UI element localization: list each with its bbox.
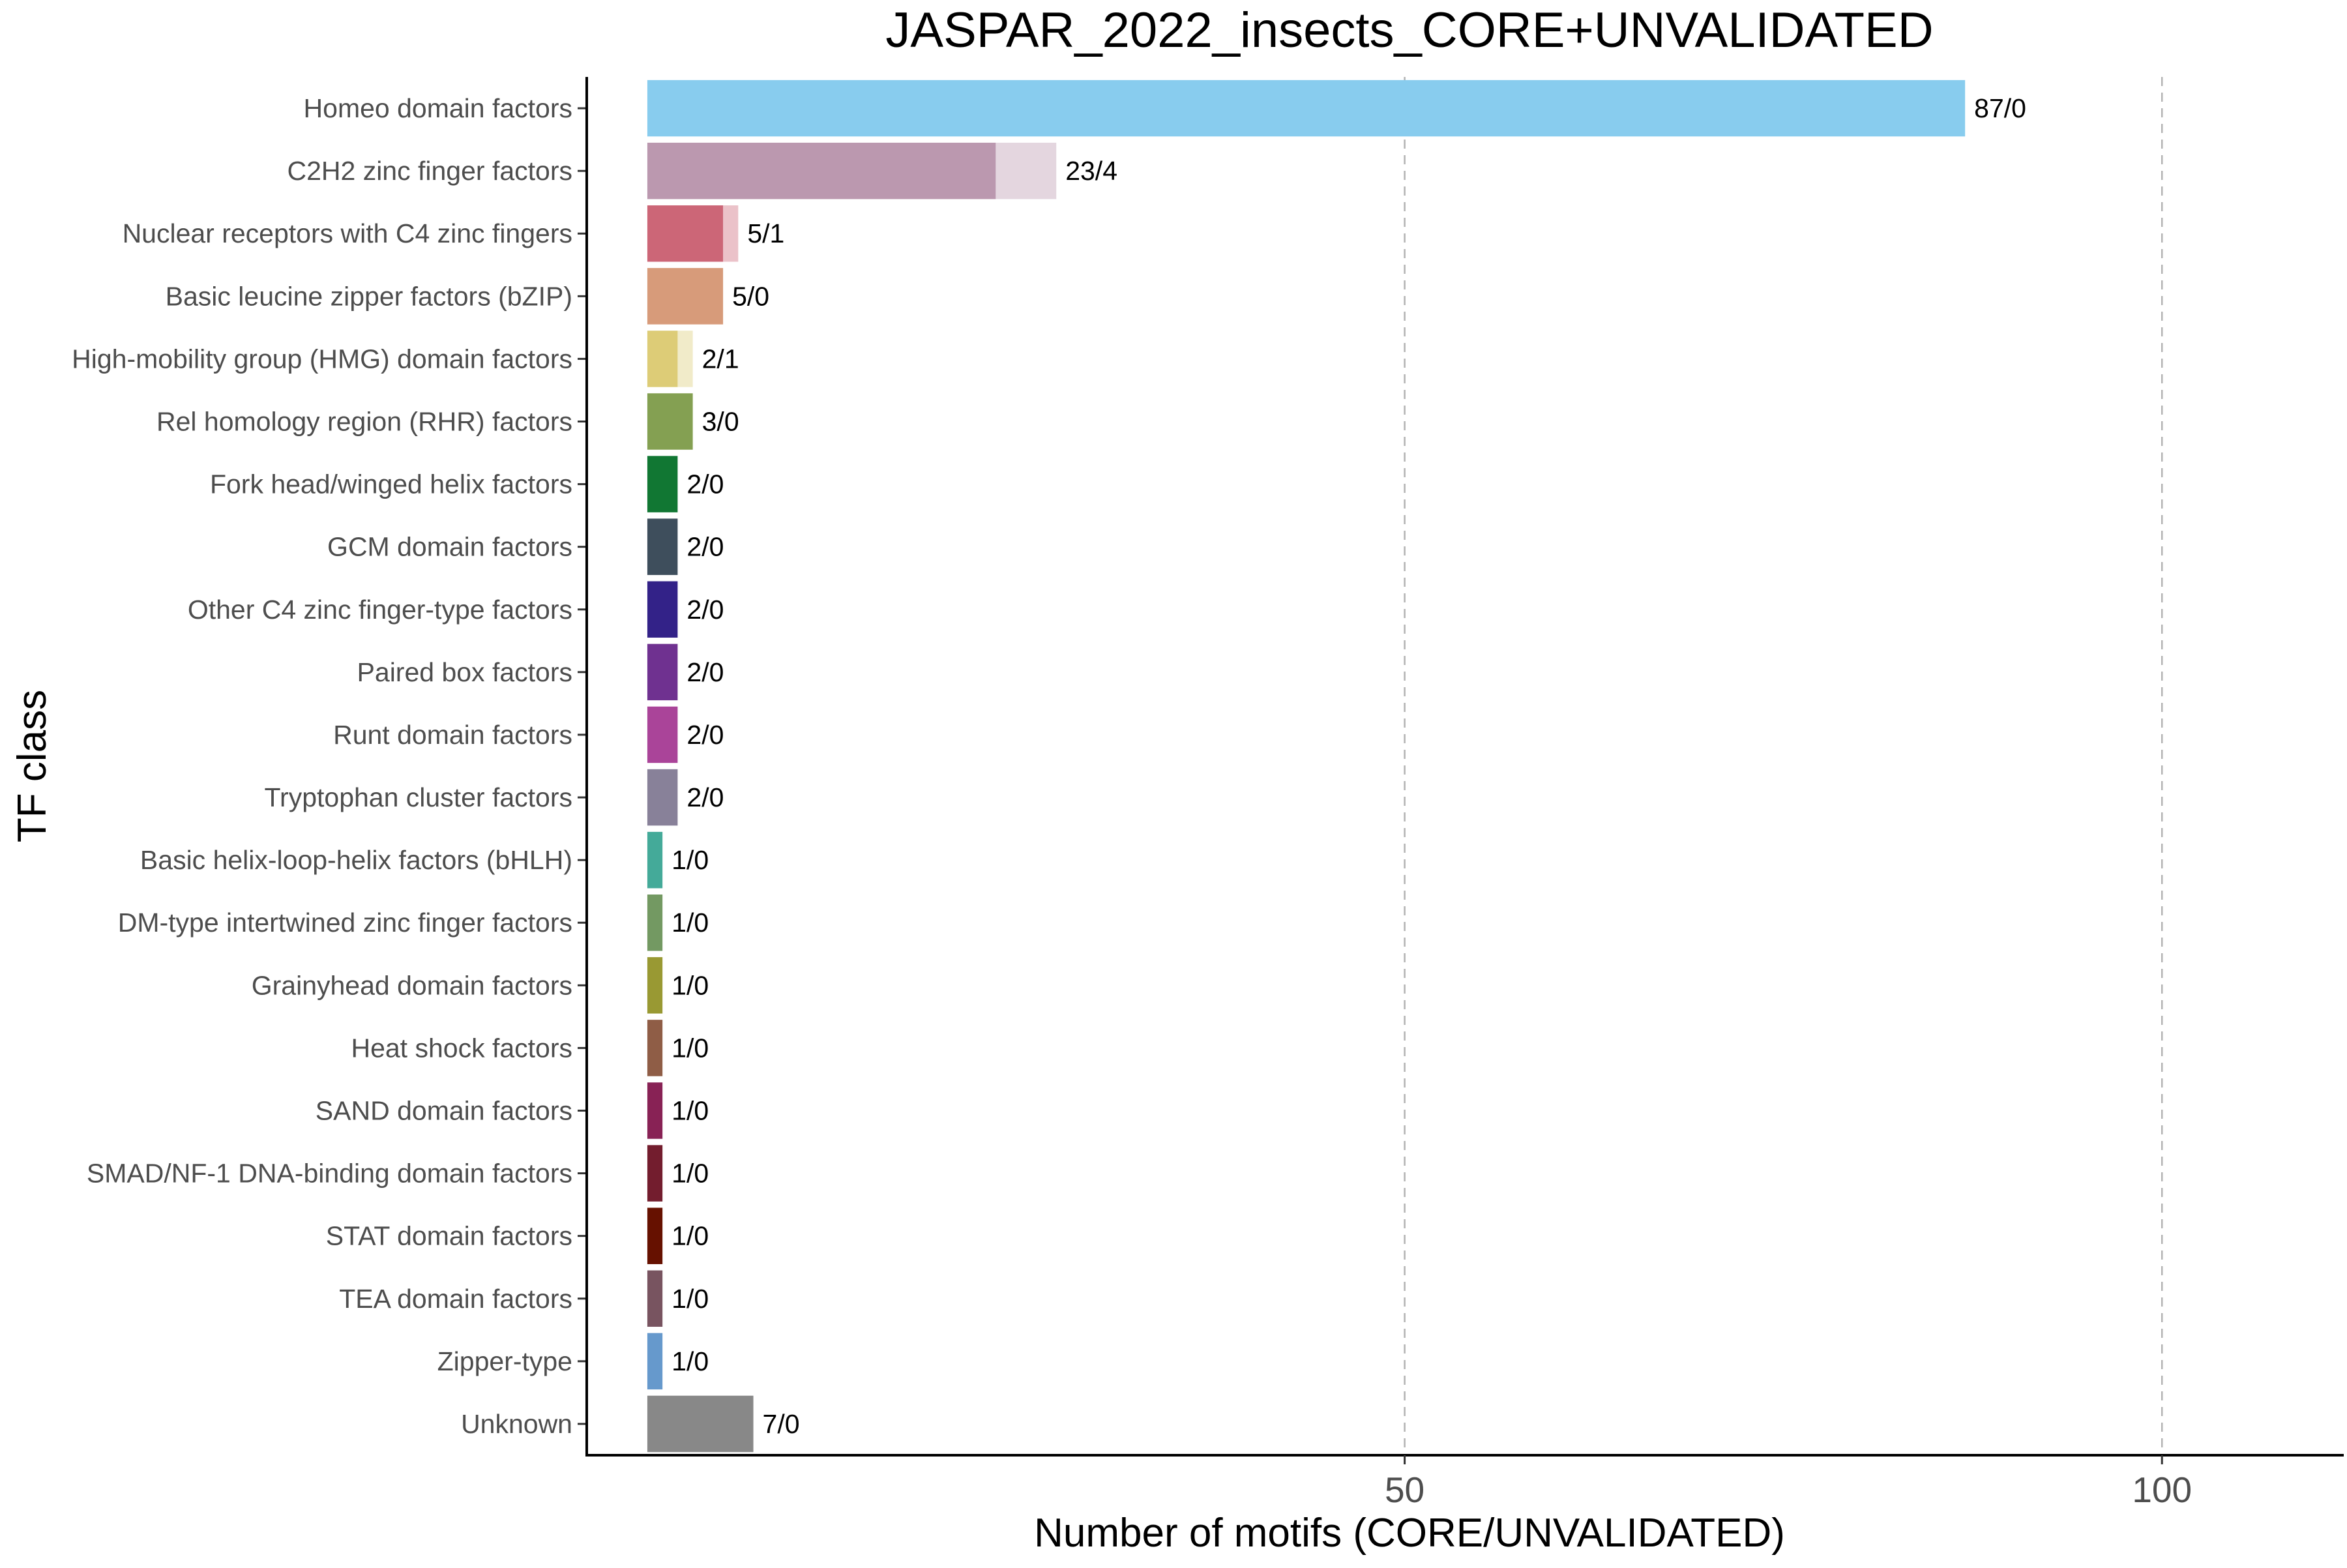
bar-core xyxy=(647,1333,663,1390)
bar-value-label: 1/0 xyxy=(672,1221,709,1251)
category-label: Fork head/winged helix factors xyxy=(210,469,572,499)
bar-value-label: 2/1 xyxy=(702,344,739,374)
bar-value-label: 1/0 xyxy=(672,1346,709,1376)
category-label: C2H2 zinc finger factors xyxy=(287,156,572,186)
bar-core xyxy=(647,80,1966,137)
bar-value-label: 1/0 xyxy=(672,1096,709,1126)
category-label: High-mobility group (HMG) domain factors xyxy=(72,344,572,374)
x-tick-label: 50 xyxy=(1385,1470,1424,1510)
bars xyxy=(647,80,1966,1453)
bar-core xyxy=(647,518,678,575)
bar-core xyxy=(647,831,663,889)
bar-value-label: 87/0 xyxy=(1974,93,2026,123)
bar-value-label: 1/0 xyxy=(672,908,709,938)
bar-value-label: 1/0 xyxy=(672,1033,709,1063)
y-axis-title: TF class xyxy=(10,690,55,842)
bar-value-label: 3/0 xyxy=(702,407,739,437)
bar-value-label: 2/0 xyxy=(686,720,724,750)
x-axis-ticks: 50 100 xyxy=(1385,1455,2192,1510)
category-label: Zipper-type xyxy=(437,1346,572,1376)
bar-value-label: 2/0 xyxy=(686,657,724,687)
bar-core xyxy=(647,331,678,387)
bar-value-label: 5/1 xyxy=(747,218,784,248)
category-label: Rel homology region (RHR) factors xyxy=(156,407,572,437)
bar-value-label: 1/0 xyxy=(672,970,709,1000)
category-label: Runt domain factors xyxy=(333,720,572,750)
category-label: Homeo domain factors xyxy=(304,93,572,123)
bar-core xyxy=(647,205,724,262)
bar-core xyxy=(647,456,678,512)
gridlines xyxy=(1404,77,2163,1455)
bar-value-label: 23/4 xyxy=(1065,156,1117,186)
bar-unvalidated xyxy=(996,142,1057,200)
bar-value-label: 2/0 xyxy=(686,782,724,812)
chart-title: JASPAR_2022_insects_CORE+UNVALIDATED xyxy=(885,3,1933,58)
bar-core xyxy=(647,894,663,951)
category-label: GCM domain factors xyxy=(327,532,572,562)
bar-labels: 87/0 23/4 5/1 5/0 2/1 3/0 2/0 2/0 2/0 2/0 2/0 2/0 1/… xyxy=(672,93,2026,1439)
category-label: DM-type intertwined zinc finger factors xyxy=(118,908,572,938)
bar-core xyxy=(647,581,678,638)
category-label: TEA domain factors xyxy=(339,1284,572,1314)
bar-value-label: 2/0 xyxy=(686,532,724,562)
bar-value-label: 5/0 xyxy=(732,281,769,311)
bar-core xyxy=(647,1207,663,1264)
bar-unvalidated xyxy=(723,205,739,262)
category-label: Grainyhead domain factors xyxy=(252,970,572,1000)
category-label: Basic leucine zipper factors (bZIP) xyxy=(166,281,572,311)
category-label: Paired box factors xyxy=(357,657,572,687)
bar-core xyxy=(647,769,678,826)
bar-core xyxy=(647,142,996,200)
x-axis-title: Number of motifs (CORE/UNVALIDATED) xyxy=(1034,1511,1785,1556)
bar-value-label: 1/0 xyxy=(672,1159,709,1189)
category-label: Tryptophan cluster factors xyxy=(265,782,572,812)
bar-value-label: 2/0 xyxy=(686,469,724,499)
bar-unvalidated xyxy=(677,331,693,387)
bar-core xyxy=(647,957,663,1014)
bar-core xyxy=(647,268,724,325)
bar-value-label: 7/0 xyxy=(763,1409,800,1439)
category-label: SMAD/NF-1 DNA-binding domain factors xyxy=(87,1159,572,1189)
category-labels: Homeo domain factors C2H2 zinc finger fac… xyxy=(72,93,587,1439)
category-label: STAT domain factors xyxy=(326,1221,572,1251)
bar-core xyxy=(647,1082,663,1139)
bar-value-label: 1/0 xyxy=(672,1284,709,1314)
bar-value-label: 2/0 xyxy=(686,595,724,625)
bar-core xyxy=(647,706,678,763)
bar-value-label: 1/0 xyxy=(672,845,709,875)
category-label: Nuclear receptors with C4 zinc fingers xyxy=(123,218,572,248)
category-label: SAND domain factors xyxy=(316,1096,572,1126)
category-label: Other C4 zinc finger-type factors xyxy=(188,595,572,625)
x-tick-label: 100 xyxy=(2132,1470,2192,1510)
bar-core xyxy=(647,643,678,701)
category-label: Heat shock factors xyxy=(351,1033,572,1063)
bar-core xyxy=(647,1020,663,1076)
bar-core xyxy=(647,1270,663,1327)
bar-core xyxy=(647,1395,754,1453)
category-label: Unknown xyxy=(461,1409,572,1439)
bar-core xyxy=(647,1145,663,1202)
bar-core xyxy=(647,393,693,450)
category-label: Basic helix-loop-helix factors (bHLH) xyxy=(140,845,572,875)
